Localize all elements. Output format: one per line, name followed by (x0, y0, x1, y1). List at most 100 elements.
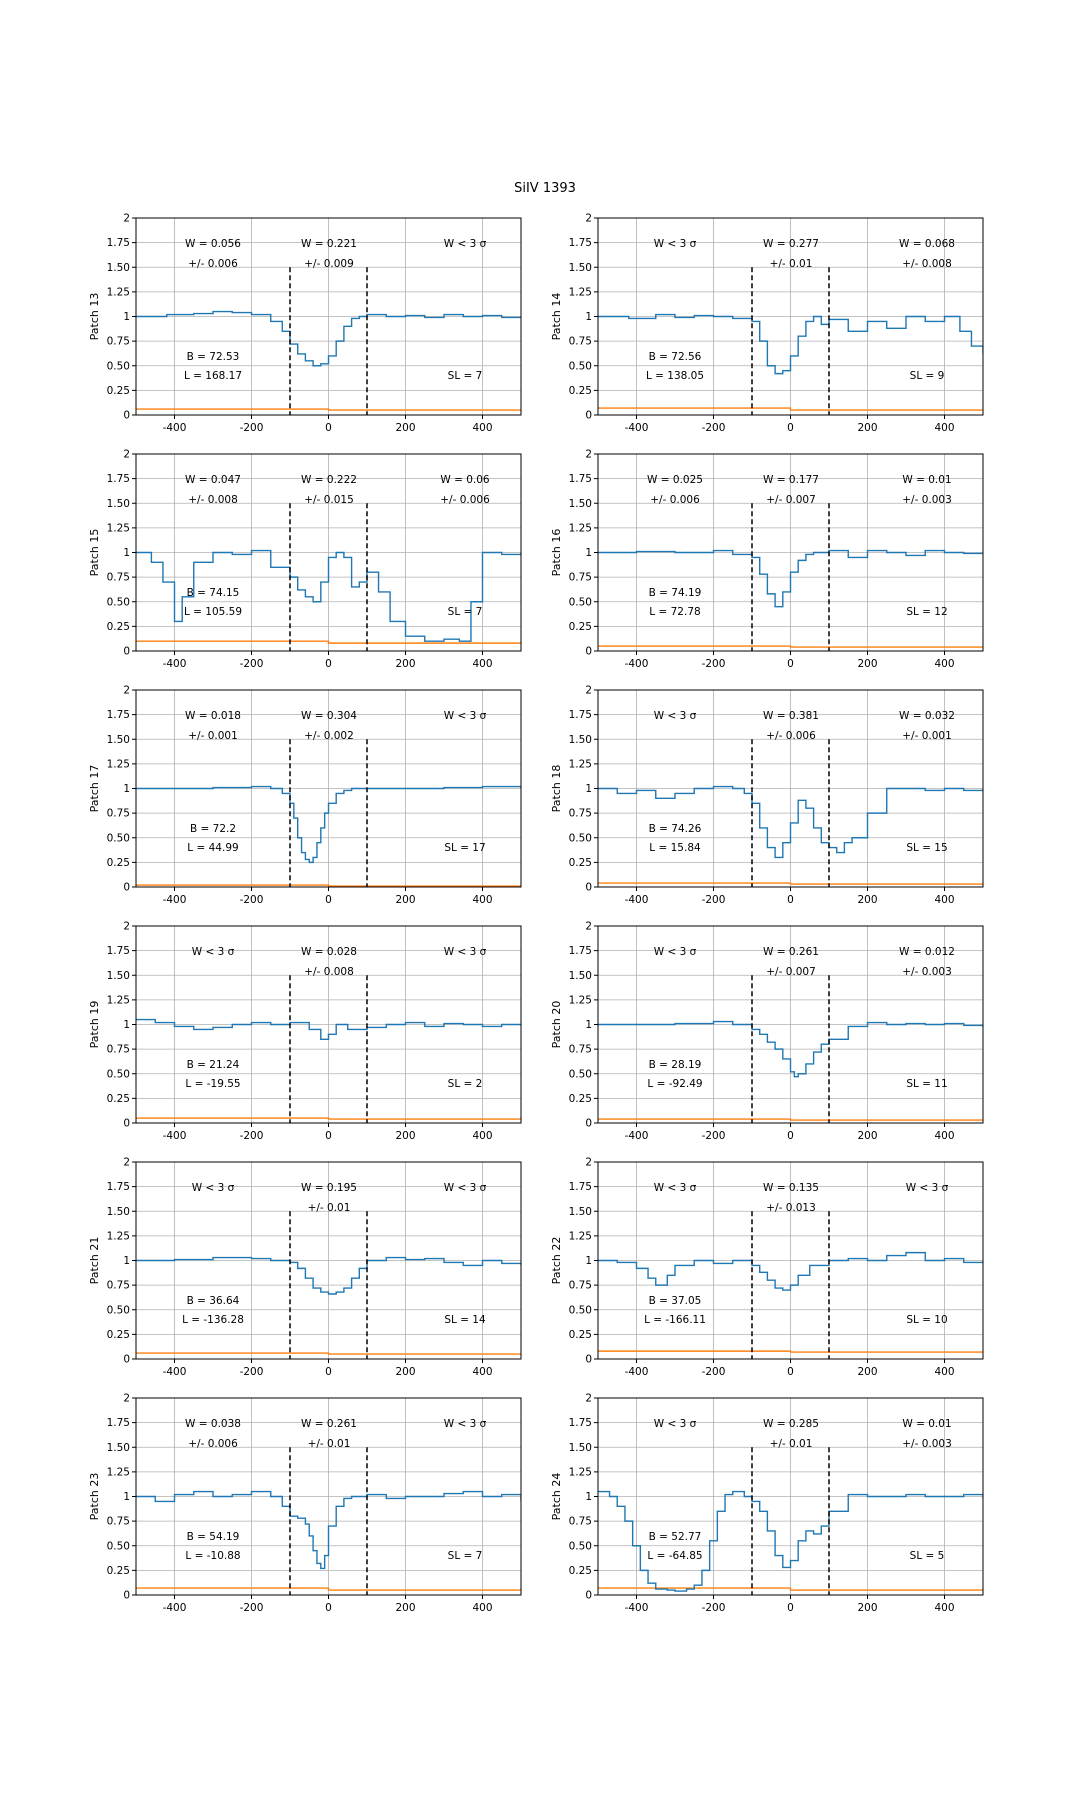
equivalent-width-error-left: +/- 0.006 (188, 258, 238, 270)
equivalent-width-left: W = 0.025 (647, 474, 703, 486)
y-axis-label: Patch 21 (88, 1237, 101, 1285)
galactic-latitude: B = 36.64 (187, 1295, 240, 1307)
equivalent-width-right: W < 3 σ (906, 1182, 949, 1194)
x-tick-label: 0 (787, 422, 794, 434)
y-tick-label: 0.25 (569, 857, 592, 869)
x-tick-label: -200 (702, 1602, 726, 1614)
y-tick-label: 0.75 (569, 1280, 592, 1292)
equivalent-width-error-left: +/- 0.006 (188, 1438, 238, 1450)
equivalent-width-right: W < 3 σ (444, 1182, 487, 1194)
equivalent-width-left: W < 3 σ (654, 1182, 697, 1194)
x-tick-label: -400 (625, 658, 649, 670)
y-tick-label: 1.50 (569, 498, 592, 510)
equivalent-width-error-mid: +/- 0.01 (770, 258, 813, 270)
x-tick-label: 400 (934, 658, 954, 670)
equivalent-width-error-mid: +/- 0.01 (308, 1202, 351, 1214)
subplot: -400 -200 0 200 400 0 0.25 0.50 0.75 1 1.25 1.50 1.7… (88, 1157, 522, 1378)
equivalent-width-right: W = 0.01 (902, 474, 951, 486)
y-tick-label: 1.75 (107, 1417, 130, 1429)
y-tick-label: 1 (585, 311, 592, 323)
y-tick-label: 0.25 (107, 385, 130, 397)
subplot: -400 -200 0 200 400 0 0.25 0.50 0.75 1 1.25 1.50 1.7… (88, 685, 522, 906)
y-tick-label: 0.50 (107, 1540, 130, 1552)
error-spectrum (136, 1352, 521, 1355)
equivalent-width-left: W < 3 σ (192, 946, 235, 958)
x-tick-label: -200 (702, 1366, 726, 1378)
y-tick-label: 0.25 (107, 1093, 130, 1105)
x-tick-label: 200 (857, 1602, 877, 1614)
flux-spectrum (598, 1020, 983, 1078)
y-tick-label: 0.75 (107, 808, 130, 820)
subplot: -400 -200 0 200 400 0 0.25 0.50 0.75 1 1.25 1.50 1.7… (550, 213, 984, 434)
y-tick-label: 0 (123, 410, 130, 422)
error-spectrum (598, 882, 983, 885)
galactic-longitude: L = -19.55 (185, 1078, 240, 1090)
galactic-longitude: L = 72.78 (649, 606, 700, 618)
x-tick-label: 0 (325, 1130, 332, 1142)
equivalent-width-error-right: +/- 0.001 (902, 730, 952, 742)
equivalent-width-right: W < 3 σ (444, 710, 487, 722)
equivalent-width-error-right: +/- 0.003 (902, 494, 952, 506)
error-spectrum (136, 884, 521, 887)
x-tick-label: -200 (240, 1366, 264, 1378)
x-tick-label: 0 (325, 1602, 332, 1614)
y-tick-label: 1.50 (107, 970, 130, 982)
y-tick-label: 1.75 (569, 1417, 592, 1429)
y-tick-label: 0.50 (107, 596, 130, 608)
y-tick-label: 1.75 (107, 709, 130, 721)
x-tick-label: -200 (702, 422, 726, 434)
y-axis-label: Patch 18 (550, 765, 563, 813)
y-tick-label: 2 (585, 1393, 592, 1405)
y-tick-label: 1.75 (569, 237, 592, 249)
y-tick-label: 1.25 (569, 758, 592, 770)
x-tick-label: 200 (395, 1602, 415, 1614)
equivalent-width-error-mid: +/- 0.007 (766, 494, 816, 506)
equivalent-width-right: W = 0.012 (899, 946, 955, 958)
sightline-count: SL = 9 (910, 370, 945, 382)
y-tick-label: 1.75 (107, 945, 130, 957)
y-tick-label: 1.50 (569, 734, 592, 746)
y-tick-label: 1.75 (569, 709, 592, 721)
subplot-grid: -400 -200 0 200 40000.250.500.7511.251.501.7… (88, 213, 984, 1614)
equivalent-width-error-mid: +/- 0.007 (766, 966, 816, 978)
y-tick-label: 0.75 (569, 572, 592, 584)
x-tick-label: 0 (787, 1130, 794, 1142)
y-tick-label: 1.25 (569, 1466, 592, 1478)
sightline-count: SL = 2 (448, 1078, 483, 1090)
x-tick-label: 0 (787, 1602, 794, 1614)
y-tick-label: 1.50 (107, 1206, 130, 1218)
equivalent-width-mid: W = 0.135 (763, 1182, 819, 1194)
y-tick-label: 0.50 (107, 832, 130, 844)
y-tick-label: 0 (123, 1354, 130, 1366)
sightline-count: SL = 11 (906, 1078, 947, 1090)
y-tick-label: 1 (123, 1255, 130, 1267)
equivalent-width-error-mid: +/- 0.009 (304, 258, 354, 270)
y-tick-label: 0 (585, 1590, 592, 1602)
y-tick-label: 1 (585, 1255, 592, 1267)
equivalent-width-error-right: +/- 0.003 (902, 966, 952, 978)
x-tick-label: -200 (240, 894, 264, 906)
equivalent-width-left: W < 3 σ (654, 946, 697, 958)
flux-spectrum (598, 549, 983, 608)
y-tick-label: 1.75 (107, 473, 130, 485)
error-spectrum (598, 645, 983, 648)
error-spectrum (136, 1587, 521, 1591)
x-tick-label: -400 (625, 1366, 649, 1378)
y-tick-label: 0.50 (107, 1304, 130, 1316)
x-tick-label: -200 (240, 1602, 264, 1614)
y-tick-label: 0.25 (569, 385, 592, 397)
x-tick-label: -400 (163, 1130, 187, 1142)
sightline-count: SL = 5 (910, 1550, 945, 1562)
x-tick-label: 0 (787, 1366, 794, 1378)
y-tick-label: 0.50 (569, 1304, 592, 1316)
y-tick-label: 2 (123, 1393, 130, 1405)
equivalent-width-error-mid: +/- 0.01 (308, 1438, 351, 1450)
y-tick-label: 0.75 (569, 1044, 592, 1056)
equivalent-width-left: W = 0.047 (185, 474, 241, 486)
galactic-latitude: B = 52.77 (649, 1531, 702, 1543)
y-tick-label: 0.25 (569, 1565, 592, 1577)
y-tick-label: 1 (123, 1491, 130, 1503)
y-tick-label: 0.75 (107, 336, 130, 348)
y-tick-label: 1 (123, 311, 130, 323)
equivalent-width-mid: W = 0.195 (301, 1182, 357, 1194)
